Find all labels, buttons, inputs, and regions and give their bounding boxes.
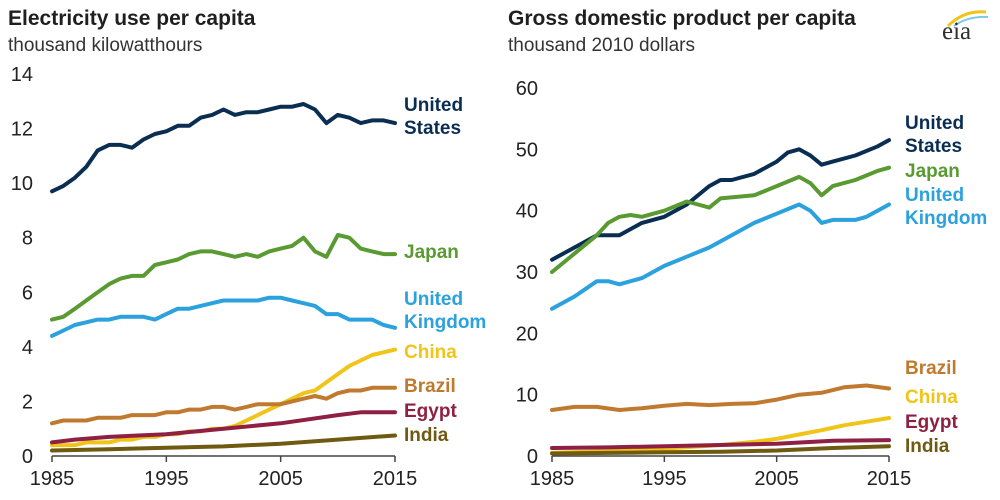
series-label: United (905, 185, 964, 206)
x-tick-label: 2005 (258, 468, 303, 490)
series-label: Kingdom (905, 208, 987, 229)
y-tick-label: 40 (516, 201, 538, 223)
series-line (550, 138, 891, 262)
series-label: Japan (905, 161, 960, 182)
series-label: Japan (404, 242, 459, 263)
chart-title: Gross domestic product per capita (508, 7, 856, 30)
series-line (550, 444, 891, 456)
series-label: China (905, 387, 958, 408)
eia-logo: eia (940, 8, 992, 50)
series-line (50, 433, 397, 453)
y-tick-label: 0 (527, 446, 538, 468)
y-tick-label: 8 (22, 228, 33, 250)
series-label: United (905, 113, 964, 134)
series-label: China (404, 342, 457, 363)
series-label: States (905, 136, 962, 157)
series-line (50, 385, 397, 426)
y-tick-label: 4 (22, 337, 33, 359)
y-tick-label: 12 (11, 119, 33, 141)
series-line (50, 102, 397, 194)
y-tick-label: 10 (11, 173, 33, 195)
series-label: Egypt (905, 412, 958, 433)
series-label: India (905, 436, 950, 457)
chart-title: Electricity use per capita (8, 7, 256, 30)
series-label: Brazil (905, 358, 957, 379)
x-tick-label: 1995 (642, 468, 687, 490)
y-tick-label: 30 (516, 262, 538, 284)
series-label: Brazil (404, 376, 456, 397)
y-tick-label: 2 (22, 391, 33, 413)
chart-subtitle: thousand kilowatthours (8, 35, 203, 56)
series-line (50, 295, 397, 338)
series-line (550, 416, 891, 455)
series-line (550, 383, 891, 412)
electricity-chart-panel: Electricity use per capita thousand kilo… (8, 7, 487, 490)
series-line (550, 165, 891, 274)
series-label: United (404, 95, 463, 116)
y-tick-label: 6 (22, 282, 33, 304)
series-label: United (404, 289, 463, 310)
series-label: Egypt (404, 401, 457, 422)
chart-subtitle: thousand 2010 dollars (508, 35, 695, 56)
y-tick-label: 50 (516, 139, 538, 161)
series-line (50, 233, 397, 322)
series-line (50, 410, 397, 445)
x-tick-label: 1985 (530, 468, 575, 490)
y-tick-label: 0 (22, 446, 33, 468)
series-label: States (404, 118, 461, 139)
y-tick-label: 10 (516, 385, 538, 407)
logo-text: eia (942, 18, 972, 45)
series-label: India (404, 425, 449, 446)
x-tick-label: 1995 (144, 468, 189, 490)
gdp-chart-panel: Gross domestic product per capita thousa… (500, 0, 1000, 500)
series-line (550, 202, 891, 311)
x-tick-label: 1985 (30, 468, 75, 490)
x-tick-label: 2005 (754, 468, 799, 490)
series-label: Kingdom (404, 312, 486, 333)
y-tick-label: 20 (516, 323, 538, 345)
y-tick-label: 60 (516, 78, 538, 100)
y-tick-label: 14 (11, 64, 33, 86)
series-line (50, 347, 397, 448)
logo-swoosh-icon (946, 10, 989, 28)
x-tick-label: 2015 (867, 468, 912, 490)
series-line (550, 438, 891, 450)
x-tick-label: 2015 (373, 468, 418, 490)
